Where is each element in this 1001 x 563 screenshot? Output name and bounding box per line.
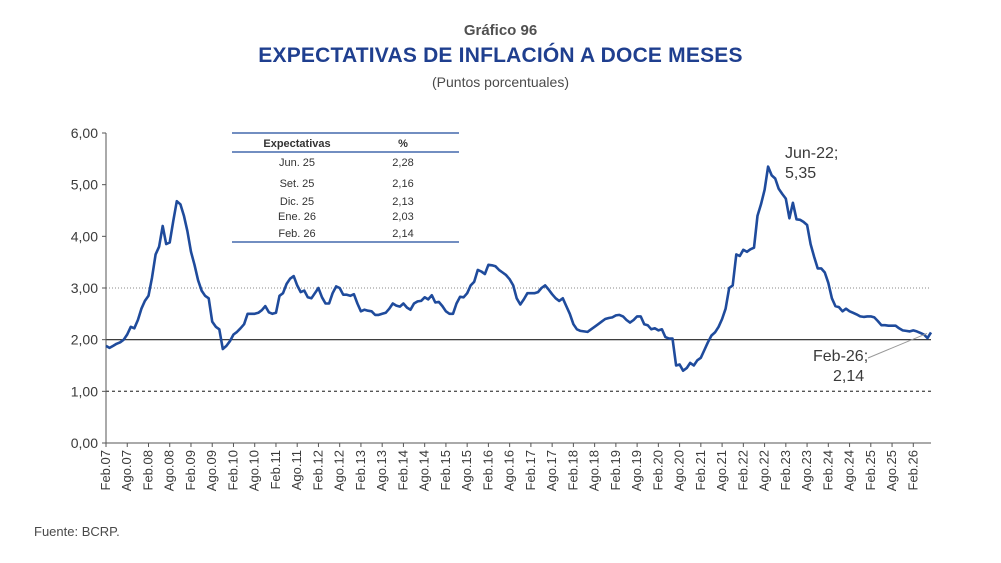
x-tick-label: Feb.15 [438,450,453,490]
series-line [105,165,933,372]
source-note: Fuente: BCRP. [34,524,120,539]
y-tick-label: 2,00 [71,332,98,348]
table-cell-value: 2,03 [392,211,413,223]
x-tick-label: Ago.18 [587,450,602,491]
x-tick-label: Ago.16 [502,450,517,491]
table-cell-value: 2,28 [392,157,413,169]
annotation-last-value: 2,14 [833,368,864,385]
x-tick-label: Ago.13 [374,450,389,491]
x-tick-label: Feb.11 [268,450,283,490]
table-cell-period: Set. 25 [280,178,315,190]
x-tick-label: Feb.22 [735,450,750,490]
x-tick-label: Feb.20 [650,450,665,490]
y-tick-label: 6,00 [71,125,98,141]
x-tick-label: Feb.23 [778,450,793,490]
x-tick-label: Feb.10 [225,450,240,490]
x-tick-label: Feb.12 [310,450,325,490]
x-tick-label: Feb.08 [140,450,155,490]
chart-number: Gráfico 96 [463,22,538,39]
table-cell-value: 2,13 [392,196,413,208]
table-header-expectativas: Expectativas [263,138,330,150]
table-cell-period: Feb. 26 [278,228,315,240]
x-tick-label: Ago.17 [544,450,559,491]
x-tick-label: Feb.18 [565,450,580,490]
x-tick-label: Ago.09 [204,450,219,491]
x-tick-label: Ago.21 [714,450,729,491]
x-tick-label: Feb.19 [608,450,623,490]
chart-title: EXPECTATIVAS DE INFLACIÓN A DOCE MESES [258,44,743,67]
x-tick-label: Feb.25 [863,450,878,490]
annotation-last-label: Feb-26; [813,348,868,365]
x-tick-label: Feb.17 [523,450,538,490]
table-cell-value: 2,14 [392,228,413,240]
y-tick-label: 5,00 [71,177,98,193]
table-cell-period: Dic. 25 [280,196,314,208]
x-tick-label: Feb.21 [693,450,708,490]
y-tick-label: 1,00 [71,383,98,399]
annotation-peak-label: Jun-22; [785,145,838,162]
x-tick-label: Ago.20 [672,450,687,491]
table-cell-value: 2,16 [392,178,413,190]
annotation-leader [867,332,928,359]
x-tick-label: Feb.24 [820,450,835,490]
x-tick-label: Ago.23 [799,450,814,491]
x-tick-label: Ago.15 [459,450,474,491]
x-tick-label: Ago.12 [332,450,347,491]
table-header-percent: % [398,138,408,150]
x-tick-label: Feb.07 [98,450,113,490]
x-tick-label: Feb.13 [353,450,368,490]
x-tick-label: Ago.25 [884,450,899,491]
table-cell-period: Ene. 26 [278,211,316,223]
x-tick-label: Feb.26 [905,450,920,490]
x-tick-label: Ago.24 [842,450,857,491]
x-tick-label: Ago.14 [417,450,432,491]
x-tick-label: Ago.08 [162,450,177,491]
x-tick-label: Feb.09 [183,450,198,490]
x-tick-label: Ago.10 [247,450,262,491]
x-tick-label: Feb.16 [480,450,495,490]
x-tick-label: Ago.19 [629,450,644,491]
annotation-peak-value: 5,35 [785,165,816,182]
x-tick-label: Ago.22 [757,450,772,491]
table-cell-period: Jun. 25 [279,157,315,169]
y-tick-label: 4,00 [71,228,98,244]
y-tick-label: 3,00 [71,280,98,296]
x-tick-label: Ago.11 [289,450,304,490]
x-tick-label: Ago.07 [119,450,134,491]
x-tick-label: Feb.14 [395,450,410,490]
y-tick-label: 0,00 [71,435,98,451]
chart-units: (Puntos porcentuales) [432,74,569,90]
